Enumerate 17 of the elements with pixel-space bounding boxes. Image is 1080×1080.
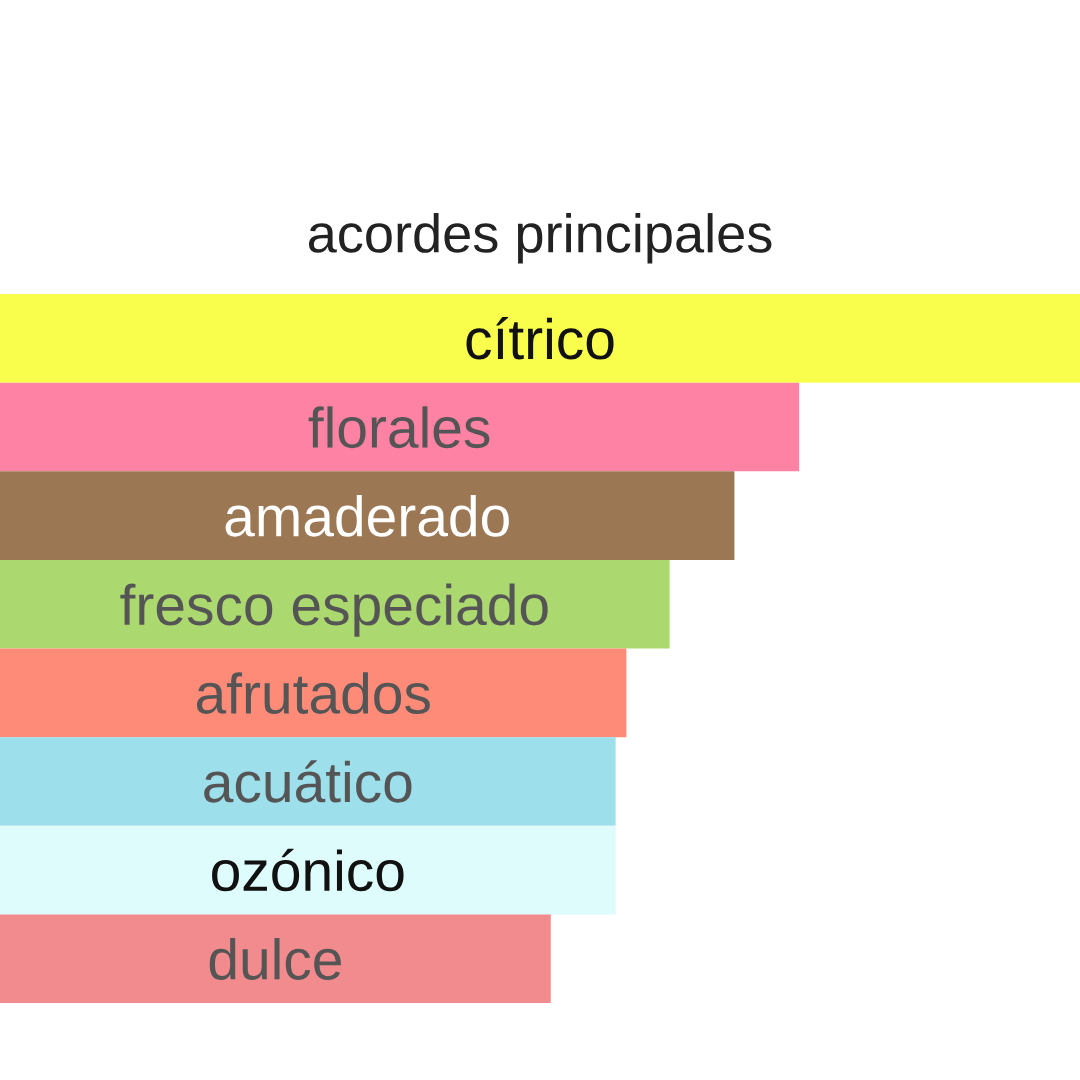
y-tick-label: ozónico xyxy=(212,848,404,892)
bar xyxy=(0,914,551,1003)
y-tick-label: florales xyxy=(308,406,490,449)
y-tick-label: amaderado xyxy=(225,494,509,537)
y-tick-label: afrutados xyxy=(196,672,430,715)
y-tick-label: fresco especiado xyxy=(120,583,548,637)
bar xyxy=(0,825,616,915)
y-tick-label: acuático xyxy=(204,760,412,803)
bar xyxy=(0,294,1080,383)
bar xyxy=(0,559,670,649)
y-tick-label: dulce xyxy=(209,938,341,980)
bar xyxy=(0,471,735,560)
chart-title: acordes principales xyxy=(308,213,772,264)
y-tick-label: cítrico xyxy=(466,317,614,360)
bar xyxy=(0,737,616,826)
bar xyxy=(0,382,800,472)
bar xyxy=(0,648,627,738)
